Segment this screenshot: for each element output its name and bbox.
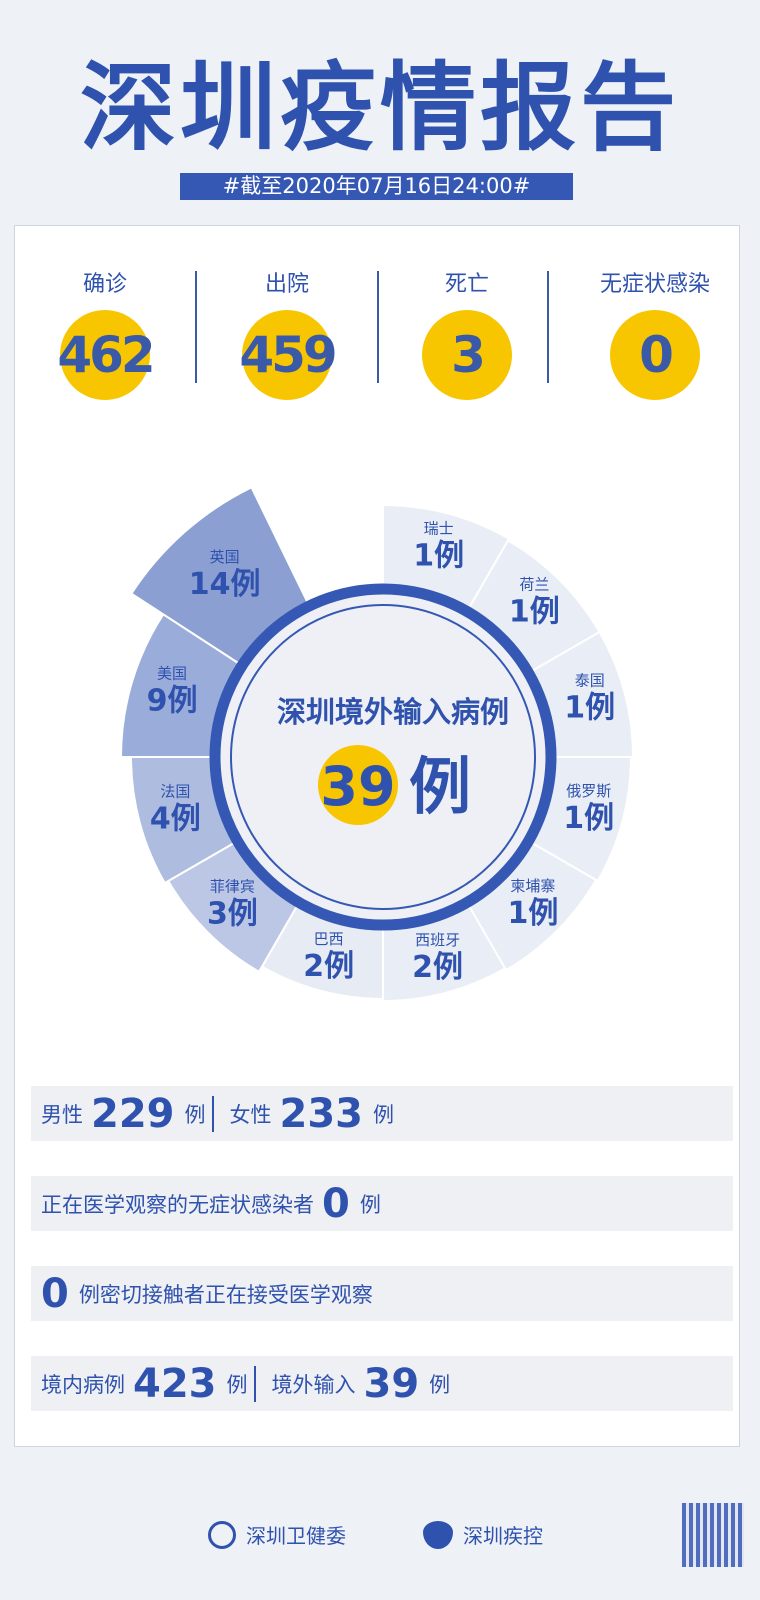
- divider: [377, 271, 379, 383]
- divider: [211, 1095, 214, 1132]
- stat-label: 出院: [264, 272, 309, 297]
- country-name: 西班牙: [415, 931, 460, 949]
- total-badge: [318, 745, 398, 825]
- country-name: 法国: [160, 783, 190, 801]
- stat-value: 462: [57, 310, 156, 400]
- country-name: 巴西: [314, 930, 344, 948]
- divider: [253, 1365, 256, 1402]
- unit: 例: [226, 1372, 248, 1397]
- stat-label: 死亡: [444, 272, 489, 297]
- stat-confirmed: 确诊 462: [15, 266, 195, 400]
- org-shenzhen-health: 深圳卫健委: [208, 1520, 346, 1549]
- unit: 例: [373, 1102, 394, 1127]
- country-count: 3例: [207, 897, 258, 932]
- gender-row: 男性 229 例 女性 233 例: [31, 1086, 733, 1141]
- imported-label: 境外输入: [271, 1372, 356, 1397]
- country-count: 4例: [150, 802, 201, 837]
- org-name: 深圳疾控: [463, 1524, 543, 1548]
- asymptomatic-text: 正在医学观察的无症状感染者: [41, 1192, 314, 1217]
- country-count: 1例: [563, 801, 614, 836]
- country-name: 柬埔寨: [510, 877, 555, 895]
- org-shenzhen-cdc: 深圳疾控: [423, 1520, 543, 1549]
- country-count: 1例: [564, 691, 615, 726]
- male-count: 229: [91, 1090, 175, 1137]
- country-count: 1例: [509, 595, 560, 630]
- country-count: 14例: [189, 567, 261, 602]
- stat-value: 3: [422, 310, 512, 400]
- center-title: 深圳境外输入病例: [277, 695, 509, 729]
- imported-cases-wheel: 瑞士1例荷兰1例泰国1例俄罗斯1例柬埔寨1例西班牙2例巴西2例菲律宾3例法国4例…: [119, 486, 635, 1003]
- female-count: 233: [279, 1090, 364, 1137]
- page-title: 深圳疫情报告: [80, 52, 680, 164]
- female-label: 女性: [229, 1102, 272, 1127]
- unit: 例: [184, 1102, 206, 1127]
- stat-value: 0: [610, 310, 700, 400]
- country-name: 泰国: [575, 672, 605, 690]
- country-count: 2例: [303, 949, 354, 984]
- origin-row: 境内病例 423 例 境外输入 39 例: [31, 1356, 733, 1411]
- divider: [547, 271, 549, 383]
- contacts-count: 0: [41, 1270, 69, 1317]
- country-count: 9例: [147, 684, 198, 719]
- country-name: 瑞士: [424, 519, 454, 537]
- org-name: 深圳卫健委: [246, 1524, 346, 1548]
- contacts-row: 0 例密切接触者正在接受医学观察: [31, 1266, 733, 1321]
- country-count: 1例: [413, 538, 464, 573]
- local-count: 423: [133, 1360, 217, 1407]
- country-name: 荷兰: [519, 576, 549, 594]
- country-name: 英国: [210, 548, 240, 566]
- country-name: 俄罗斯: [566, 782, 611, 800]
- stat-deaths: 死亡 3: [377, 266, 557, 400]
- health-commission-logo-icon: [208, 1520, 236, 1549]
- country-count: 1例: [507, 896, 558, 931]
- country-name: 美国: [157, 665, 187, 683]
- cdc-logo-icon: [423, 1520, 453, 1549]
- divider: [195, 271, 197, 383]
- stat-asymptomatic: 无症状感染 0: [565, 266, 745, 400]
- country-count: 2例: [412, 950, 463, 985]
- male-label: 男性: [41, 1102, 83, 1127]
- stat-discharged: 出院 459: [197, 266, 377, 400]
- contacts-text: 例密切接触者正在接受医学观察: [78, 1282, 373, 1307]
- qr-code-icon[interactable]: [682, 1503, 744, 1567]
- total-count: 39: [320, 755, 395, 818]
- center-inner-ring: [230, 604, 536, 910]
- date-banner: #截至2020年07月16日24:00#: [180, 173, 573, 200]
- asymptomatic-count: 0: [322, 1180, 350, 1227]
- unit: 例: [429, 1372, 451, 1397]
- local-label: 境内病例: [41, 1372, 125, 1397]
- country-name: 菲律宾: [210, 878, 255, 896]
- imported-count: 39: [363, 1360, 420, 1407]
- stat-label: 确诊: [82, 272, 127, 297]
- stat-label: 无症状感染: [599, 272, 710, 297]
- total-unit: 例: [409, 750, 471, 823]
- stat-value: 459: [239, 310, 338, 400]
- asymptomatic-row: 正在医学观察的无症状感染者 0 例: [31, 1176, 733, 1231]
- unit: 例: [359, 1192, 381, 1217]
